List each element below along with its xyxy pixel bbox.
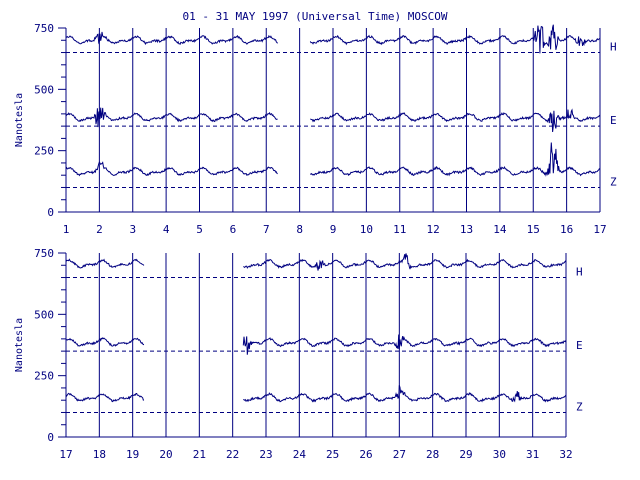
y-tick-label: 750 (34, 247, 54, 260)
x-tick-label: 1 (63, 223, 70, 236)
series-label-z: Z (610, 175, 617, 188)
x-tick-label: 13 (460, 223, 473, 236)
x-tick-label: 29 (459, 448, 472, 461)
x-tick-label: 26 (359, 448, 372, 461)
x-tick-label: 4 (163, 223, 170, 236)
x-tick-label: 17 (593, 223, 606, 236)
x-tick-label: 20 (159, 448, 172, 461)
x-tick-label: 22 (226, 448, 239, 461)
x-tick-label: 28 (426, 448, 439, 461)
x-tick-label: 2 (96, 223, 103, 236)
series-label-e: E (610, 114, 617, 127)
x-tick-label: 16 (560, 223, 573, 236)
y-axis-label: Nanotesla (14, 93, 25, 147)
x-tick-label: 12 (427, 223, 440, 236)
series-h-trace (65, 31, 278, 46)
x-tick-label: 24 (293, 448, 307, 461)
series-label-z: Z (576, 400, 583, 413)
x-tick-label: 21 (193, 448, 206, 461)
x-tick-label: 32 (559, 448, 572, 461)
y-tick-label: 500 (34, 83, 54, 96)
series-h-trace (65, 258, 145, 269)
x-tick-label: 31 (526, 448, 539, 461)
series-h-trace (243, 253, 567, 271)
x-tick-label: 5 (196, 223, 203, 236)
y-tick-label: 250 (34, 145, 54, 158)
series-h-trace (309, 24, 601, 54)
x-tick-label: 25 (326, 448, 339, 461)
x-tick-label: 9 (330, 223, 337, 236)
y-tick-label: 0 (47, 431, 54, 444)
y-tick-label: 250 (34, 370, 54, 383)
y-tick-label: 750 (34, 22, 54, 35)
y-axis-label: Nanotesla (14, 318, 25, 372)
series-label-h: H (576, 266, 583, 279)
chart-title: 01 - 31 MAY 1997 (Universal Time) MOSCOW (183, 10, 448, 23)
x-tick-label: 23 (259, 448, 272, 461)
x-tick-label: 15 (527, 223, 540, 236)
series-e-trace (242, 334, 567, 355)
x-tick-label: 18 (93, 448, 106, 461)
series-e-trace (65, 107, 278, 128)
series-z-trace (65, 392, 145, 403)
x-tick-label: 19 (126, 448, 139, 461)
series-e-trace (65, 337, 145, 347)
series-z-trace (243, 385, 567, 403)
series-z-trace (309, 142, 600, 177)
x-tick-label: 30 (493, 448, 506, 461)
series-z-trace (65, 160, 278, 177)
series-label-h: H (610, 41, 617, 54)
x-tick-label: 3 (129, 223, 136, 236)
x-tick-label: 8 (296, 223, 303, 236)
x-tick-label: 27 (393, 448, 406, 461)
panel-2: 17 18 19 20 21 22 23 24 25 26 27 28 29 30 31 32 0 250 500 7… (14, 247, 583, 461)
series-e-trace (310, 108, 601, 133)
x-tick-label: 6 (230, 223, 237, 236)
panel-1: 1 2 3 4 5 6 7 8 9 10 11 12 13 14 15 16 170250500750Nanot… (14, 22, 617, 236)
x-tick-label: 11 (393, 223, 406, 236)
series-label-e: E (576, 339, 583, 352)
x-tick-label: 10 (360, 223, 373, 236)
y-tick-label: 0 (47, 206, 54, 219)
x-tick-label: 17 (59, 448, 72, 461)
y-tick-label: 500 (34, 308, 54, 321)
x-tick-label: 7 (263, 223, 270, 236)
x-tick-label: 14 (493, 223, 507, 236)
